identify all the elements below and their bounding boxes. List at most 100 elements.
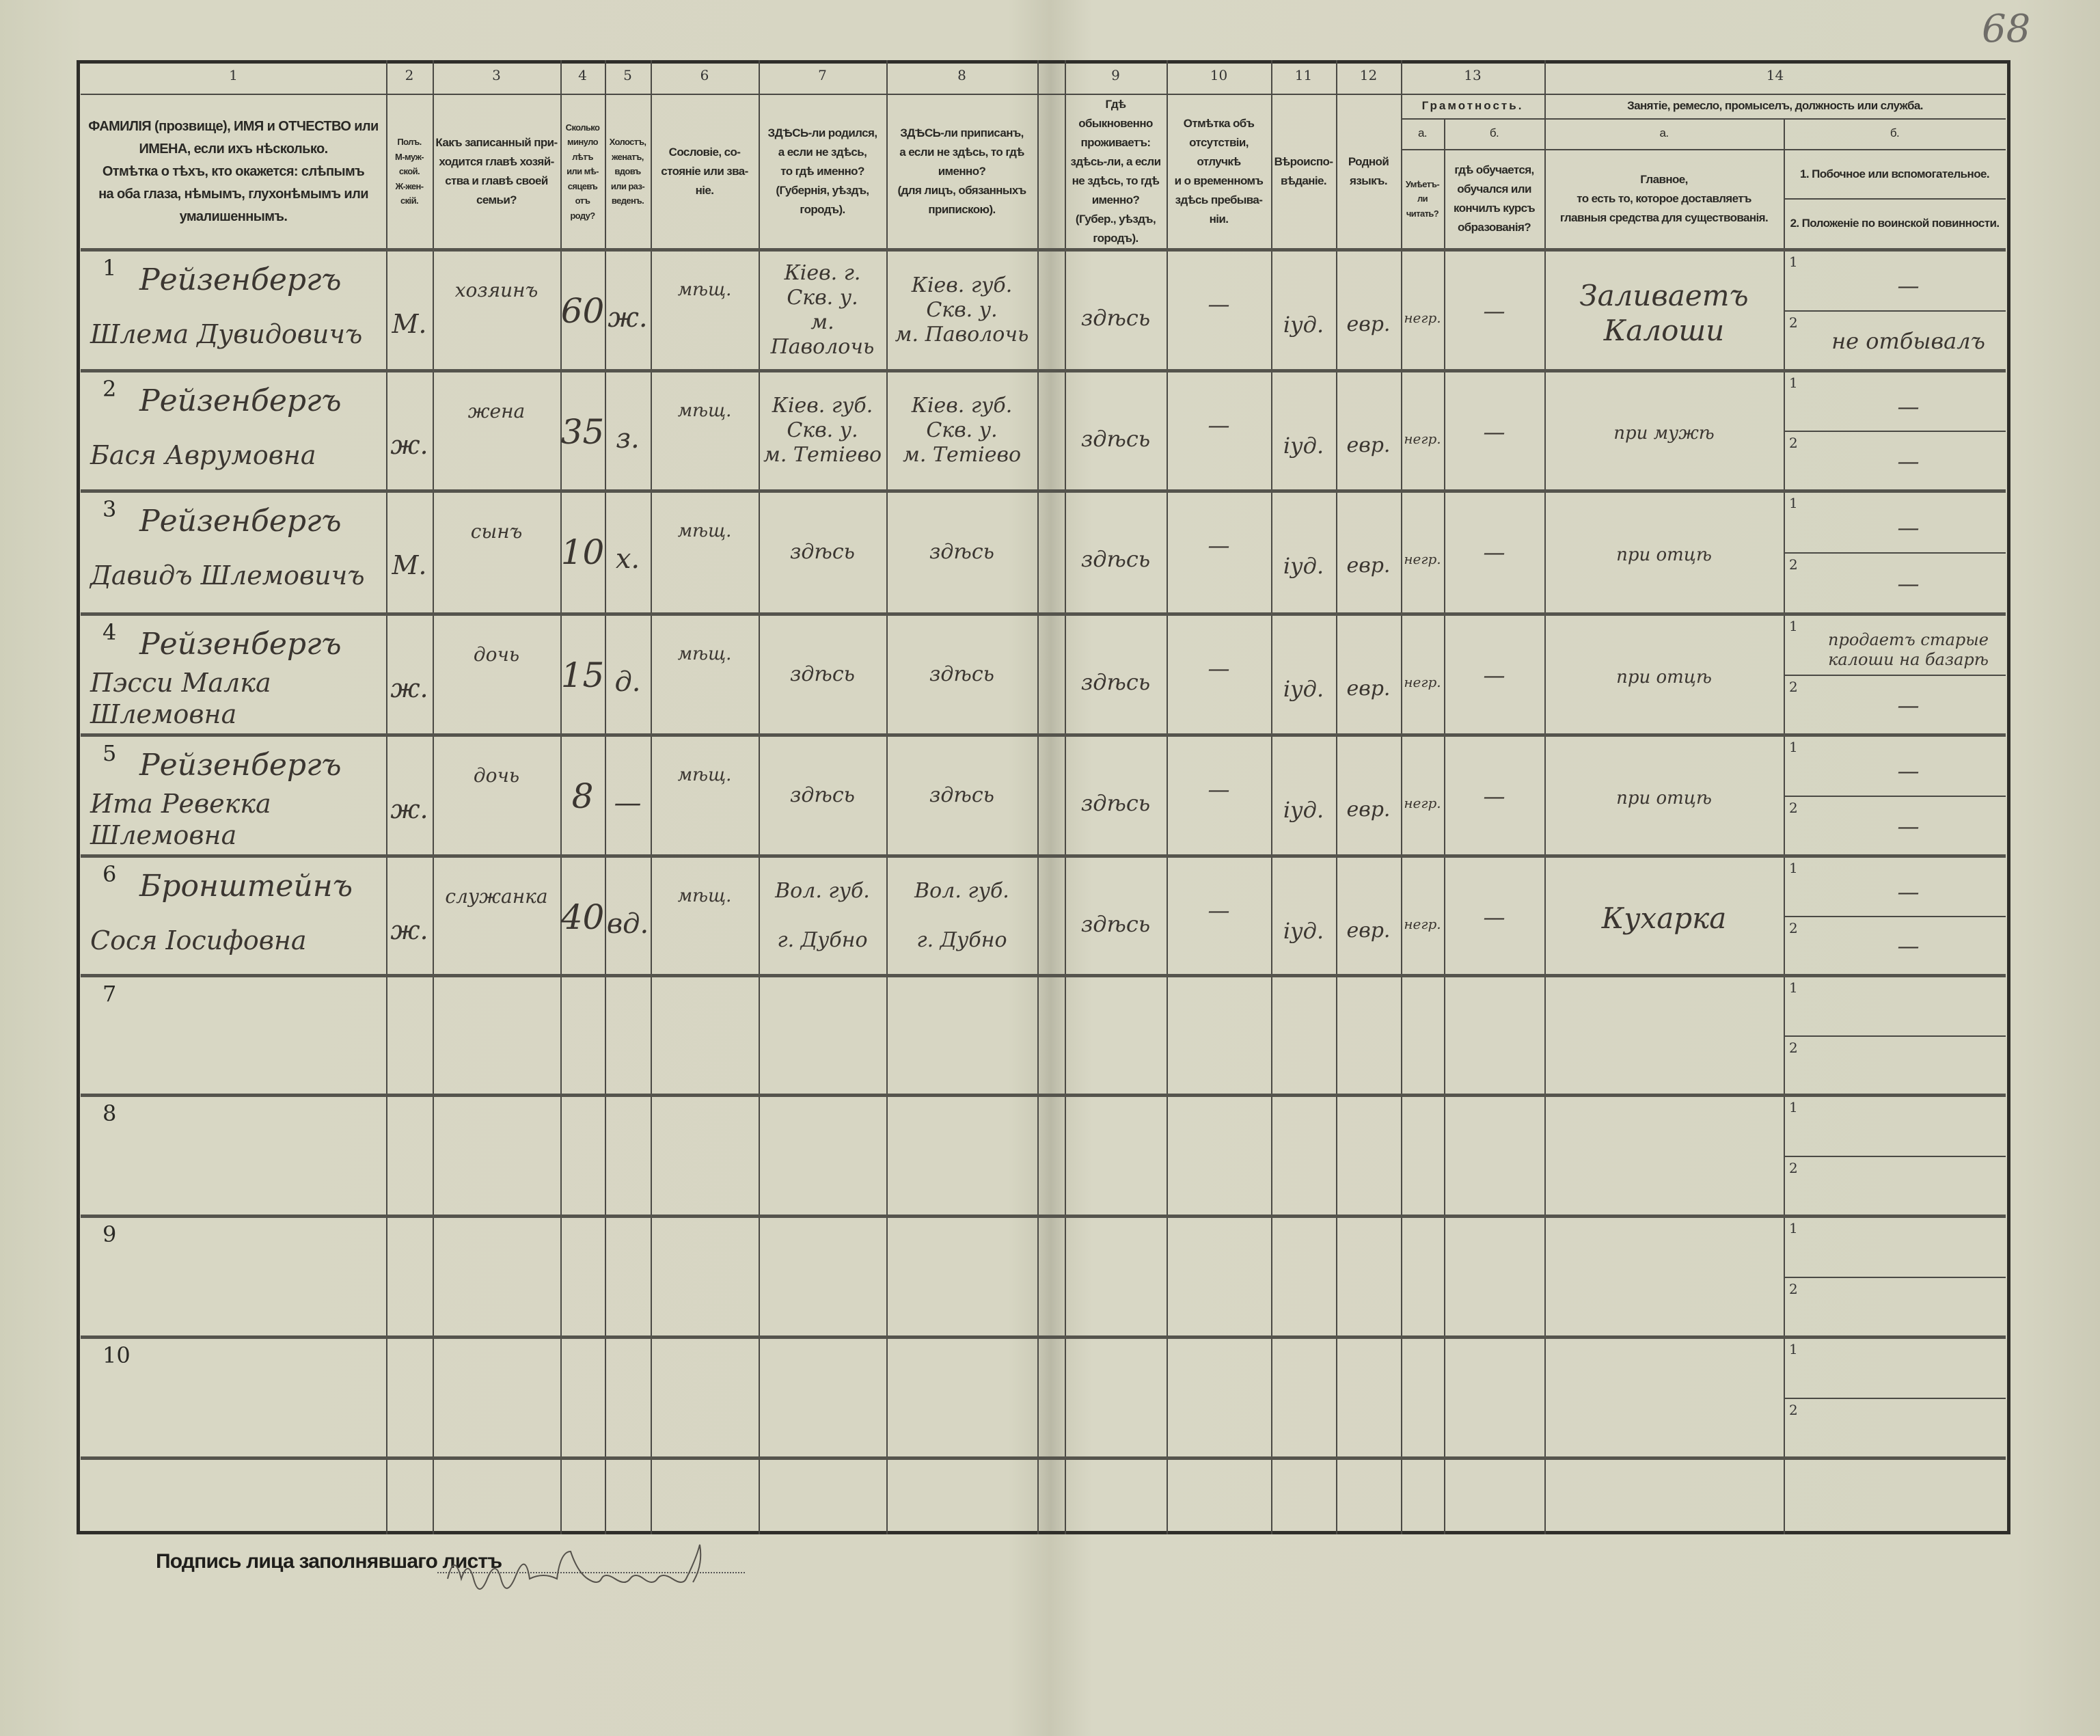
subrow-label-2: 2 [1789,435,1798,451]
column-divider [1065,60,1066,1534]
row-number: 6 [103,861,117,887]
subrow-divider [1784,915,2006,917]
column-number: 12 [1359,67,1378,83]
cell-absence: — [1208,532,1230,558]
cell-occupation: при мужѣ [1613,423,1715,444]
cell-given: Ита Ревекка Шлемовна [90,789,271,850]
cell-military: — [1897,813,1920,839]
header-divider [1401,149,2006,150]
cell-residence: здѣсь [1080,425,1151,452]
cell-secondary: — [1897,393,1920,420]
cell-marital: з. [616,423,640,455]
cell-age: 35 [560,412,605,452]
column-divider [1401,60,1402,1534]
cell-military: — [1897,448,1920,474]
header-c14b1: 1. Побочное или вспомогательное. [1800,167,1990,180]
cell-estate: мѣщ. [677,401,732,422]
row-divider [81,489,2006,493]
cell-surname: Рейзенбергъ [139,262,342,297]
header-c2: Полъ. М-муж- ской. Ж-жен- скій. [395,137,424,206]
cell-literate: негр. [1404,310,1441,326]
header-c13: Грамотность. [1421,98,1524,112]
cell-born: здѣсь [790,540,855,564]
row-number: 1 [103,255,117,281]
column-divider [433,60,434,1534]
row-number: 8 [103,1100,117,1126]
column-divider [1271,60,1272,1534]
cell-language: евр. [1346,919,1391,942]
header-c14b_letter: б. [1890,126,1900,140]
cell-language: евр. [1346,433,1391,457]
cell-surname: Рейзенбергъ [139,626,342,662]
page-number: 68 [1982,7,2031,51]
cell-estate: мѣщ. [677,521,732,542]
cell-secondary: — [1897,758,1920,785]
subrow-label-2: 2 [1789,1280,1798,1297]
cell-estate: мѣщ. [677,644,732,665]
subrow-divider [1784,674,2006,676]
cell-surname: Бронштейнъ [139,868,353,904]
row-divider [81,1335,2006,1339]
header-c6: Сословіе, со- стояніе или зва- ніе. [661,145,748,198]
column-divider [651,60,652,1534]
cell-marital: х. [615,543,640,575]
cell-religion: іуд. [1283,432,1324,459]
cell-registered: Кіев. губ. Скв. у. м. Тетіево [902,394,1022,467]
cell-military: не отбывалъ [1831,327,1985,354]
cell-given: Шлема Дувидовичъ [90,319,363,350]
subrow-label-2: 2 [1789,1039,1798,1056]
cell-sex: ж. [390,915,428,946]
column-divider [1444,118,1445,1534]
subrow-label-2: 2 [1789,919,1798,936]
cell-age: 60 [560,291,605,331]
cell-marital: ж. [608,302,648,334]
header-divider [1784,198,2006,200]
header-c11: Вѣроиспо- вѣданіе. [1274,154,1333,187]
header-c8: ЗДѢСЬ-ли приписанъ, а если не здѣсь, то … [897,126,1027,217]
cell-military: — [1897,570,1920,597]
subrow-label-1: 1 [1789,254,1798,270]
cell-literate: негр. [1404,674,1441,690]
cell-language: евр. [1346,554,1391,578]
cell-language: евр. [1346,312,1391,336]
column-divider [1544,60,1546,1534]
cell-relation: дочь [473,764,520,787]
cell-religion: іуд. [1283,917,1324,944]
column-divider [886,60,888,1534]
cell-sex: ж. [390,673,428,704]
cell-sex: М. [392,309,427,340]
header-c5: Холостъ, женатъ, вдовъ или раз- веденъ. [609,137,646,206]
cell-marital: д. [614,666,641,698]
row-divider [81,1094,2006,1097]
page-fold [1037,60,1065,1534]
header-c12: Родной языкъ. [1348,154,1389,187]
signature-label: Подпись лица заполнявшаго листъ [156,1550,502,1573]
column-number: 2 [405,67,414,83]
column-divider [1037,60,1039,1534]
row-divider [81,1215,2006,1218]
column-number: 3 [492,67,501,83]
cell-marital: — [614,787,642,819]
column-divider [605,60,606,1534]
cell-absence: — [1208,897,1230,923]
cell-surname: Рейзенбергъ [139,383,342,418]
subrow-divider [1784,552,2006,554]
subrow-label-1: 1 [1789,739,1798,755]
cell-estate: мѣщ. [677,886,732,907]
column-number: 11 [1294,67,1313,83]
cell-absence: — [1208,776,1230,802]
column-number: 1 [229,67,238,83]
column-number: 5 [623,67,632,83]
cell-registered: здѣсь [929,662,994,686]
table-border [77,60,2010,1534]
cell-relation: хозяинъ [454,279,538,302]
row-number: 9 [103,1221,117,1247]
cell-education: — [1483,662,1505,688]
cell-education: — [1483,783,1505,809]
column-number: 4 [578,67,587,83]
handwritten-signature [447,1544,702,1590]
row-divider [81,733,2006,737]
cell-language: евр. [1346,798,1391,822]
column-divider [560,60,562,1534]
cell-military: — [1897,692,1920,718]
